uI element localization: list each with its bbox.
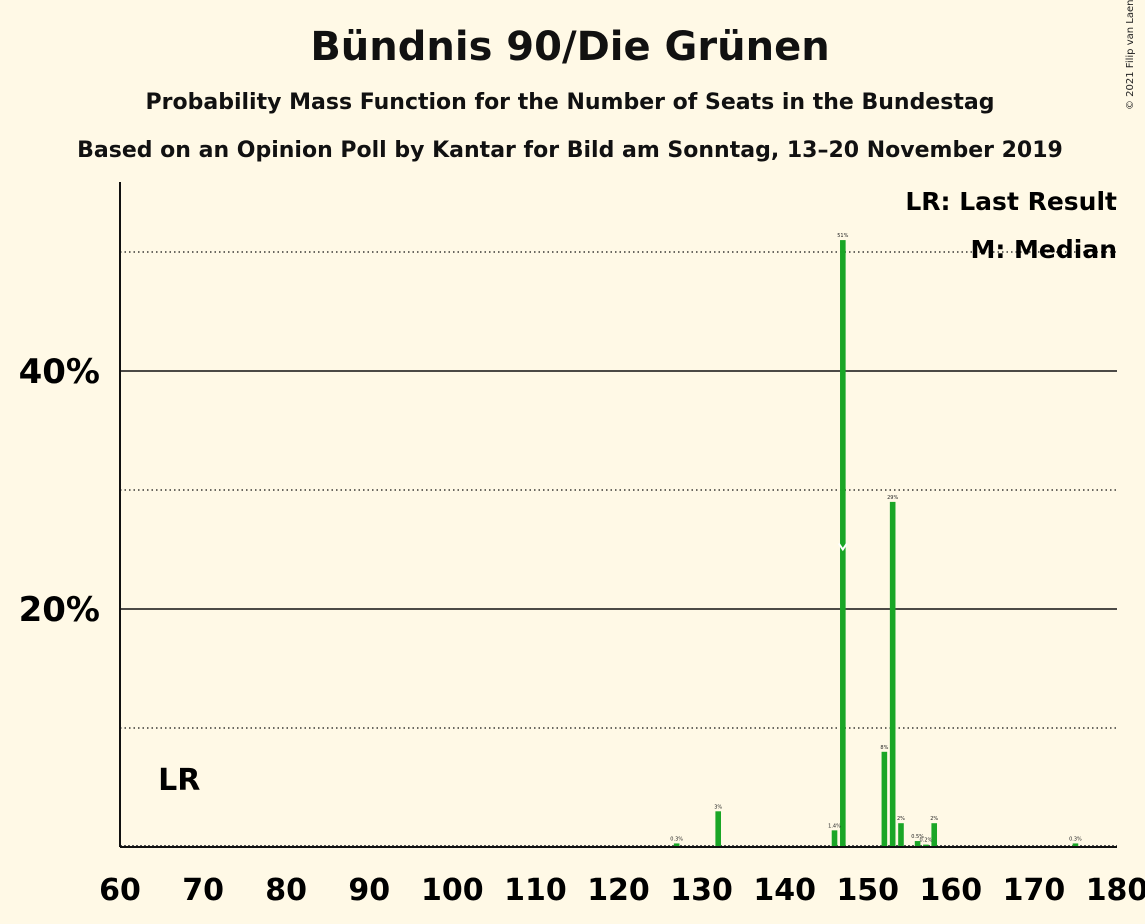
bar-175 [1072, 843, 1079, 847]
data-label-153: 29% [887, 495, 898, 501]
bar-132 [715, 811, 721, 847]
data-label-154: 2% [897, 816, 905, 822]
data-label-156: 0.5% [911, 834, 924, 840]
x-tick-label: 120 [587, 873, 650, 908]
x-tick-label: 80 [265, 873, 307, 908]
bar-152 [881, 751, 888, 847]
data-label-132: 3% [714, 804, 722, 810]
bar-156 [914, 841, 921, 847]
data-label-152: 8% [880, 745, 888, 751]
median-marker [837, 542, 848, 552]
x-tick-label: 90 [348, 873, 390, 908]
data-label-127: 0.3% [670, 836, 683, 842]
data-label-175: 0.3% [1069, 836, 1082, 842]
x-tick-label: 60 [99, 873, 141, 908]
last-result-label: LR [158, 763, 200, 798]
data-label-147: 51% [837, 233, 848, 239]
data-label-158: 2% [930, 816, 938, 822]
bar-127 [673, 843, 680, 847]
chart-subtitle: Probability Mass Function for the Number… [145, 90, 995, 115]
chart-title: Bündnis 90/Die Grünen [310, 24, 830, 70]
x-tick-label: 160 [920, 873, 983, 908]
chart-subtitle-source: Based on an Opinion Poll by Kantar for B… [77, 138, 1063, 163]
bar-154 [898, 823, 904, 847]
data-label-146: 1.4% [828, 823, 841, 829]
x-tick-label: 110 [504, 873, 567, 908]
bar-153 [889, 501, 896, 847]
x-tick-label: 180 [1086, 873, 1145, 908]
bar-158 [931, 823, 938, 847]
x-tick-label: 70 [182, 873, 224, 908]
x-tick-label: 170 [1003, 873, 1066, 908]
y-tick-label: 20% [19, 590, 100, 630]
x-tick-label: 130 [670, 873, 733, 908]
data-label-157: 0.2% [920, 838, 933, 844]
x-tick-label: 140 [753, 873, 816, 908]
x-tick-label: 150 [836, 873, 899, 908]
y-tick-label: 40% [19, 352, 100, 392]
bar-157 [923, 844, 929, 847]
legend-median: M: Median [970, 235, 1117, 264]
bar-147 [840, 240, 846, 848]
bar-146 [831, 830, 838, 847]
legend-last-result: LR: Last Result [905, 187, 1117, 216]
x-tick-label: 100 [421, 873, 484, 908]
